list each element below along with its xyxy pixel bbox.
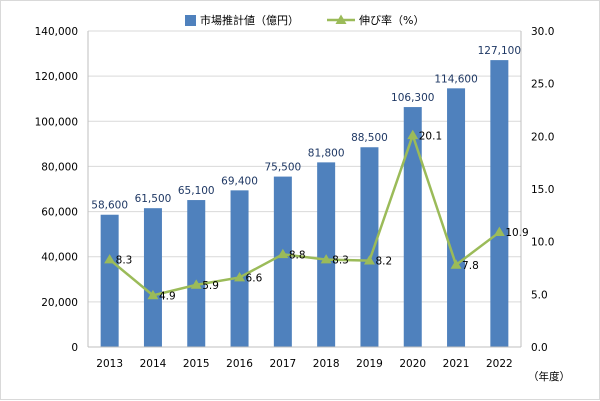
growth-marker [320,254,332,264]
x-axis-tick-label: 2022 [486,358,513,370]
growth-value-label: 8.2 [375,256,392,268]
growth-marker [190,279,202,289]
growth-value-label: 7.8 [462,260,479,272]
bar [273,176,292,347]
growth-value-label: 20.1 [419,130,442,142]
legend-label-bar: 市場推計値（億円） [200,13,299,27]
x-axis-tick-label: 2014 [140,358,167,370]
bar-value-label: 61,500 [135,193,172,205]
x-axis-tick-label: 2020 [399,358,426,370]
growth-marker [363,255,375,265]
left-axis-tick-label: 100,000 [35,116,78,128]
right-axis-tick-label: 5.0 [531,289,548,301]
bar-value-label: 58,600 [91,200,128,212]
bar [230,190,249,347]
growth-marker [234,271,246,282]
bar-value-label: 69,400 [221,175,258,187]
bar-value-label: 88,500 [351,132,388,144]
growth-line [108,131,501,297]
x-axis-tick-label: 2013 [96,358,123,370]
right-axis-tick-label: 15.0 [531,184,554,196]
growth-marker [147,289,159,300]
growth-value-label: 4.9 [159,290,176,302]
bar-value-label: 81,800 [308,147,345,159]
x-axis-tick-label: 2015 [183,358,210,370]
bar [143,208,162,347]
bar-value-label: 106,300 [391,92,434,104]
x-axis-tick-label: 2017 [269,358,296,370]
bar-value-label: 114,600 [434,73,477,85]
left-axis-tick-label: 20,000 [41,297,78,309]
growth-value-label: 8.8 [289,249,306,261]
left-axis-tick-label: 60,000 [41,207,78,219]
left-axis-tick-label: 140,000 [35,26,78,38]
right-axis-tick-label: 0.0 [531,342,548,354]
left-axis-tick-label: 120,000 [35,71,78,83]
bar [100,214,119,347]
x-axis-tick-label: 2021 [443,358,470,370]
growth-marker [493,226,505,237]
right-axis-tick-label: 25.0 [531,79,554,91]
left-axis-tick-label: 80,000 [41,161,78,173]
growth-marker [277,248,289,259]
left-axis-tick-label: 40,000 [41,252,78,264]
left-axis-tick-label: 0 [71,342,78,354]
bar [360,147,379,347]
growth-marker [450,259,462,269]
growth-value-label: 5.9 [202,280,219,292]
legend-swatch-bar [185,15,196,26]
growth-value-label: 8.3 [332,255,349,267]
growth-marker [407,129,419,140]
legend-swatch-marker [335,14,347,24]
bar-value-label: 75,500 [264,162,301,174]
right-axis-tick-label: 20.0 [531,131,554,143]
x-axis-title: （年度） [528,370,570,383]
bar-value-label: 127,100 [478,45,521,57]
bar [187,200,206,347]
growth-value-label: 8.3 [116,255,133,267]
bar [403,107,422,348]
legend-label-line: 伸び率（%） [359,13,424,27]
right-axis-tick-label: 30.0 [531,26,554,38]
bar-value-label: 65,100 [178,185,215,197]
growth-value-label: 10.9 [505,227,528,239]
x-axis-tick-label: 2016 [226,358,253,370]
x-axis-tick-label: 2019 [356,358,383,370]
right-axis-tick-label: 10.0 [531,237,554,249]
growth-value-label: 6.6 [246,272,263,284]
x-axis-tick-label: 2018 [313,358,340,370]
bar [447,88,466,348]
growth-marker [104,254,116,264]
bar [490,60,509,348]
